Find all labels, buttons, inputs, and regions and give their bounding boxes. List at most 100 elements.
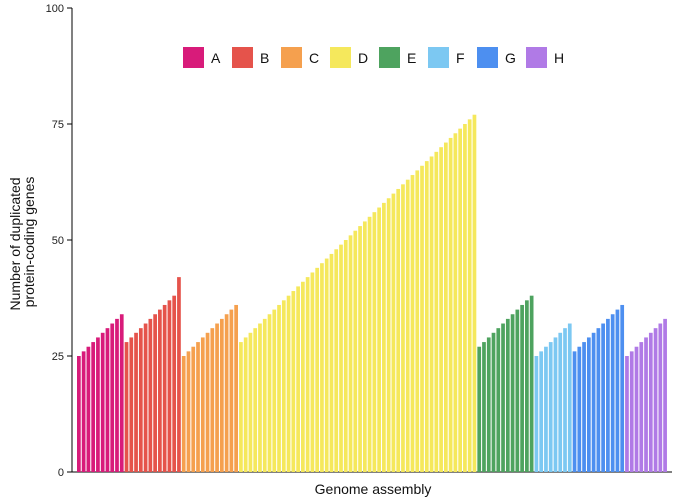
bar	[224, 314, 229, 472]
legend-item-F: F	[428, 47, 465, 68]
bar	[267, 314, 272, 472]
series-G	[572, 304, 625, 472]
legend-label: D	[358, 50, 368, 66]
bar	[334, 249, 339, 472]
bar	[424, 161, 429, 472]
bar	[234, 304, 238, 472]
bar	[124, 342, 129, 472]
legend-item-A: A	[183, 47, 221, 68]
bar	[491, 332, 496, 472]
bar	[86, 346, 91, 472]
bar	[496, 328, 501, 472]
bar	[372, 212, 377, 472]
bar	[177, 277, 181, 472]
bar	[119, 314, 124, 472]
bar	[405, 179, 410, 472]
bar	[296, 286, 300, 472]
legend-label: E	[407, 50, 416, 66]
y-axis-title-line-1: Number of duplicated	[7, 177, 23, 310]
bar	[472, 114, 477, 472]
bar	[148, 318, 153, 472]
y-axis: 0 25 50 75 100	[46, 3, 672, 479]
bar	[329, 253, 334, 472]
legend-item-D: D	[330, 47, 368, 68]
bar	[81, 351, 86, 472]
legend: A B C D E F G H	[183, 47, 564, 68]
bar	[458, 128, 463, 472]
bar	[648, 332, 653, 472]
legend-item-H: H	[526, 47, 564, 68]
bar	[463, 124, 467, 472]
bar	[501, 323, 505, 472]
y-tick-label: 75	[52, 119, 64, 131]
legend-swatch	[330, 47, 351, 68]
bar	[572, 351, 577, 472]
legend-swatch	[428, 47, 449, 68]
bar	[239, 342, 243, 472]
bar	[591, 332, 596, 472]
bar	[96, 337, 100, 472]
bar	[620, 304, 625, 472]
bar	[586, 337, 591, 472]
bar	[639, 342, 644, 472]
bar	[167, 300, 172, 472]
bar	[453, 133, 458, 472]
bar	[434, 151, 439, 472]
bar	[291, 291, 296, 472]
bar	[582, 342, 586, 472]
legend-label: B	[260, 50, 269, 66]
bar	[439, 147, 443, 472]
bar	[362, 221, 367, 472]
legend-label: C	[309, 50, 319, 66]
bar	[181, 356, 186, 472]
bar	[158, 309, 162, 472]
bar	[320, 263, 324, 472]
series-C	[181, 304, 238, 472]
bar	[420, 165, 424, 472]
bar	[601, 323, 605, 472]
legend-swatch	[281, 47, 302, 68]
bar	[191, 346, 196, 472]
bar	[415, 170, 420, 472]
bar	[110, 323, 115, 472]
bar	[258, 323, 262, 472]
bar	[658, 323, 663, 472]
bar	[305, 277, 310, 472]
y-axis-title-line-2: protein-coding genes	[21, 177, 37, 308]
bar	[77, 356, 81, 472]
bar	[215, 323, 219, 472]
bar	[115, 318, 119, 472]
bar	[663, 318, 667, 472]
bar	[634, 346, 639, 472]
bar	[396, 188, 401, 472]
legend-label: A	[211, 50, 221, 66]
bars	[77, 114, 667, 473]
legend-swatch	[526, 47, 547, 68]
bar	[391, 193, 396, 472]
bar	[315, 267, 320, 472]
legend-item-C: C	[281, 47, 319, 68]
bar	[558, 332, 563, 472]
bar	[401, 184, 405, 472]
bar	[348, 235, 353, 472]
bar	[644, 337, 648, 472]
bar	[410, 175, 415, 473]
bar	[529, 295, 534, 472]
series-E	[477, 295, 534, 472]
bar	[486, 337, 491, 472]
bar	[138, 328, 143, 472]
y-axis-title: Number of duplicated protein-coding gene…	[7, 174, 37, 311]
y-tick-label: 100	[46, 3, 64, 15]
bar	[243, 337, 248, 472]
bar	[200, 337, 205, 472]
series-D	[239, 114, 477, 473]
bar	[625, 356, 629, 472]
bar	[286, 295, 291, 472]
bar	[520, 304, 524, 472]
y-tick-label: 0	[58, 467, 64, 479]
series-H	[625, 318, 667, 472]
bar	[553, 337, 558, 472]
bar	[448, 137, 453, 473]
bar	[377, 207, 381, 472]
